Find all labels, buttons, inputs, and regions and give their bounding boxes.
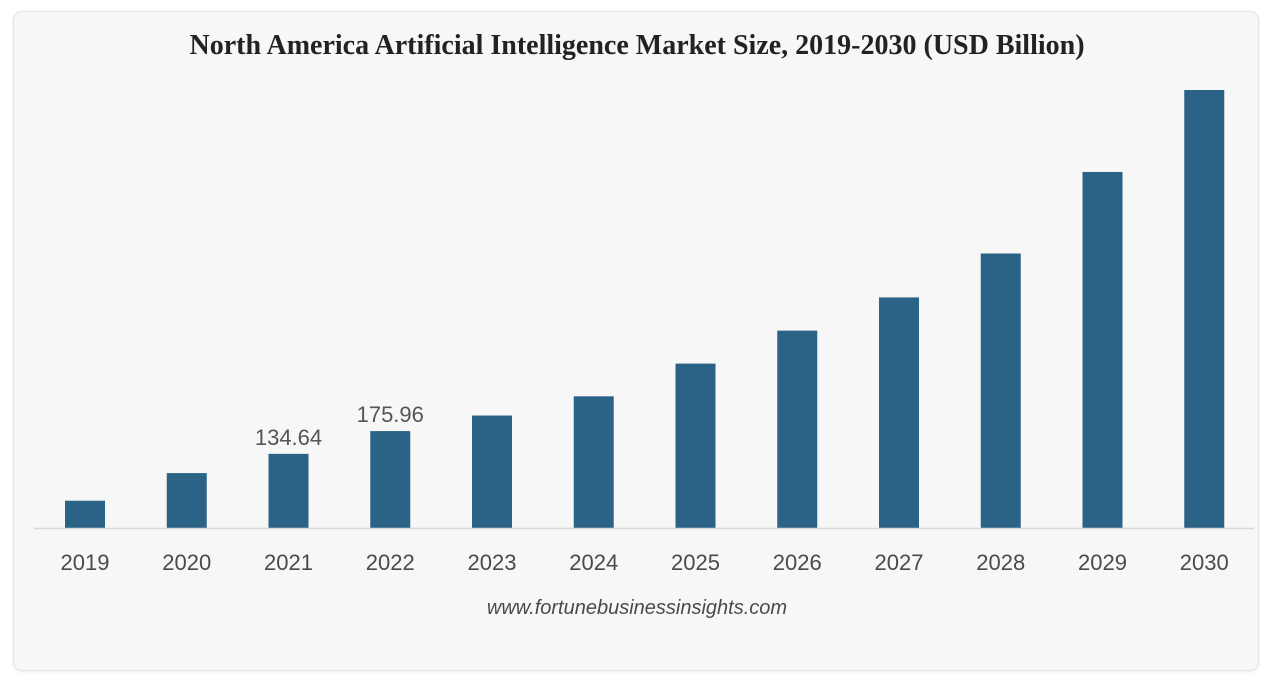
- x-tick-label: 2028: [976, 550, 1025, 575]
- data-label-2021: 134.64: [255, 425, 322, 450]
- chart-title: North America Artificial Intelligence Ma…: [189, 30, 1085, 61]
- x-tick-labels: 2019 2020 2021 2022 2023 2024 2025 2026 2027 2028…: [61, 550, 1229, 575]
- bar-2030: [1184, 90, 1225, 528]
- data-label-2022: 175.96: [357, 402, 424, 427]
- x-tick-label: 2027: [875, 550, 924, 575]
- bar-2023: [472, 415, 512, 528]
- bar-2026: [777, 330, 818, 528]
- x-tick-label: 2019: [61, 550, 110, 575]
- source-credit: www.fortunebusinessinsights.com: [486, 597, 788, 619]
- bar-2024: [573, 396, 614, 528]
- x-tick-label: 2030: [1180, 550, 1229, 575]
- bar-2021: [268, 453, 309, 528]
- bar-2020: [166, 473, 207, 528]
- bar-2027: [879, 297, 919, 528]
- bar-2028: [980, 253, 1021, 528]
- bars-group: [65, 90, 1225, 528]
- chart-card: [14, 12, 1258, 670]
- x-tick-label: 2021: [264, 550, 313, 575]
- bar-2019: [65, 500, 105, 528]
- x-tick-label: 2022: [366, 550, 415, 575]
- bar-2022: [370, 431, 411, 528]
- data-labels: 134.64 175.96: [255, 402, 424, 450]
- x-tick-label: 2020: [162, 550, 211, 575]
- x-tick-label: 2023: [468, 550, 517, 575]
- x-tick-label: 2024: [569, 550, 618, 575]
- x-tick-label: 2025: [671, 550, 720, 575]
- x-tick-label: 2029: [1078, 550, 1127, 575]
- bar-2029: [1082, 171, 1123, 528]
- x-tick-label: 2026: [773, 550, 822, 575]
- bar-2025: [675, 363, 716, 528]
